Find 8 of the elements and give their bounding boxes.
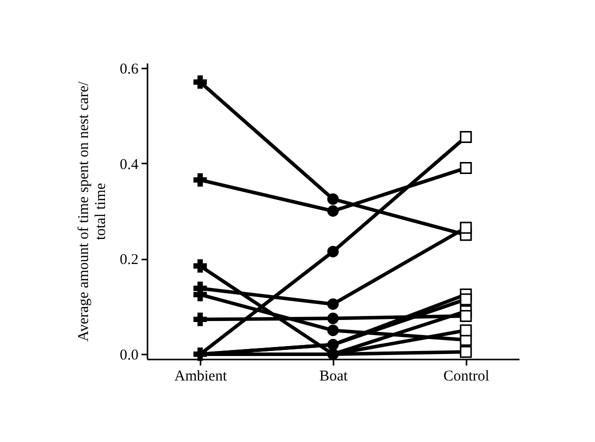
y-tick-label: 0.0 xyxy=(120,348,138,364)
x-tick-label: Boat xyxy=(319,368,348,384)
x-tick-label: Ambient xyxy=(174,368,228,384)
x-tick-label: Control xyxy=(443,368,490,384)
y-tick-label: 0.6 xyxy=(120,61,139,78)
y-axis-title: Average amount of time spent on nest care/ total time xyxy=(76,80,109,342)
y-tick-label: 0.4 xyxy=(120,156,139,173)
y-tick-label: 0.2 xyxy=(120,252,138,268)
